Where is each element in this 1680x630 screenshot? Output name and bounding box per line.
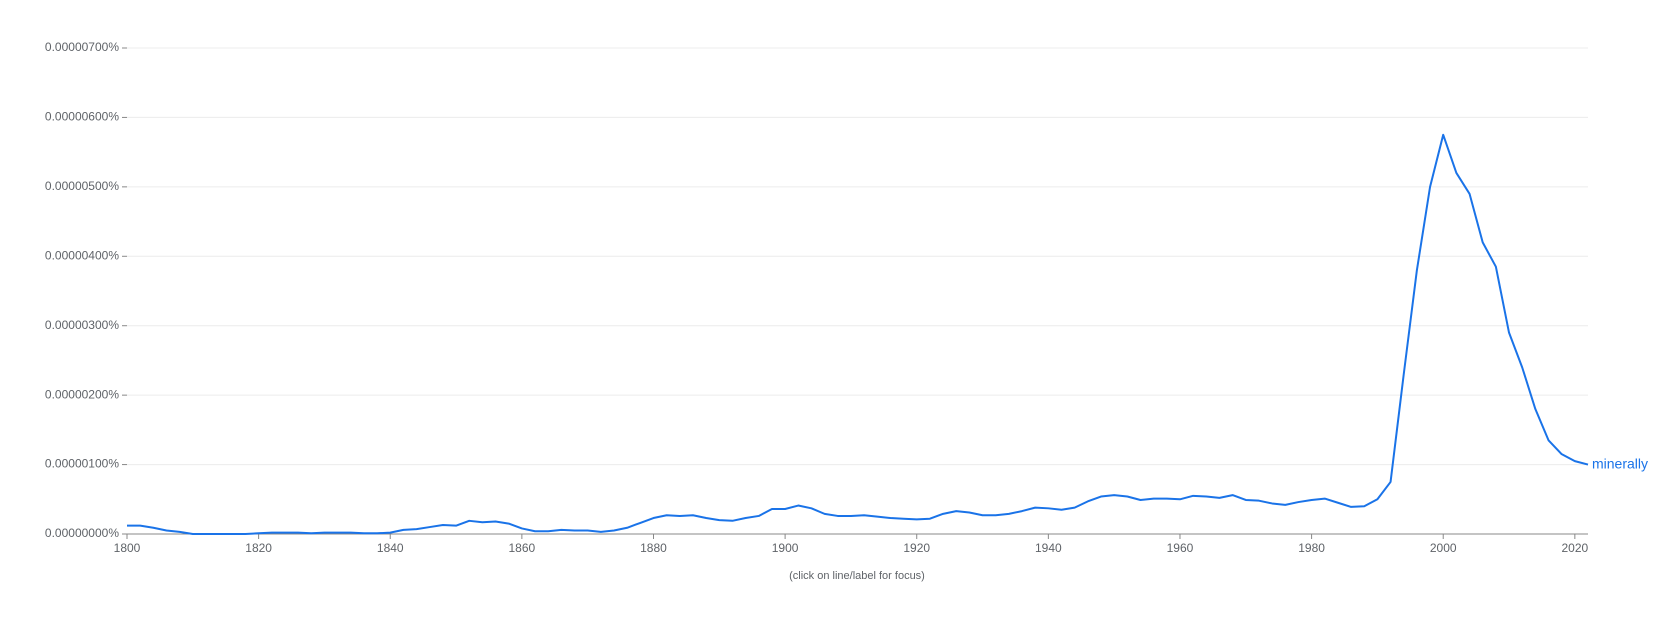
y-tick-label: 0.00000400%	[45, 248, 119, 262]
x-tick-label: 2020	[1561, 541, 1588, 555]
y-tick-label: 0.00000700%	[45, 40, 119, 54]
x-tick-label: 1880	[640, 541, 667, 555]
series-label[interactable]: minerally	[1592, 455, 1648, 471]
x-tick-label: 1920	[903, 541, 930, 555]
y-tick-label: 0.00000000%	[45, 526, 119, 540]
x-tick-label: 2000	[1430, 541, 1457, 555]
y-tick-label: 0.00000500%	[45, 179, 119, 193]
y-tick-label: 0.00000300%	[45, 318, 119, 332]
x-tick-label: 1940	[1035, 541, 1062, 555]
x-tick-label: 1980	[1298, 541, 1325, 555]
x-tick-label: 1900	[772, 541, 799, 555]
x-tick-label: 1860	[509, 541, 536, 555]
series-line[interactable]	[127, 133, 1589, 535]
x-tick-label: 1800	[114, 541, 141, 555]
y-tick-label: 0.00000600%	[45, 110, 119, 124]
x-tick-label: 1840	[377, 541, 404, 555]
y-tick-label: 0.00000200%	[45, 387, 119, 401]
y-tick-label: 0.00000100%	[45, 457, 119, 471]
x-tick-label: 1820	[245, 541, 272, 555]
x-tick-label: 1960	[1167, 541, 1194, 555]
focus-note: (click on line/label for focus)	[789, 570, 925, 582]
